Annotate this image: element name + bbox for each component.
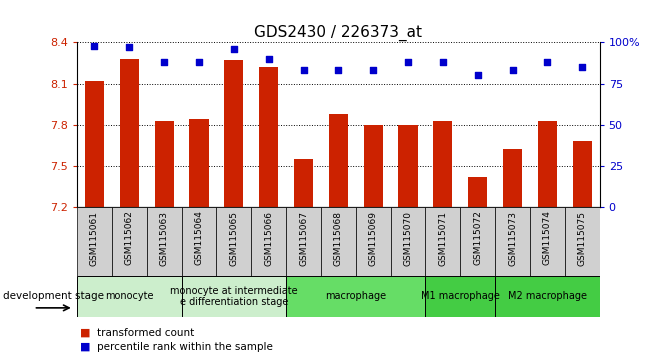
Bar: [468, 177, 487, 207]
Bar: [286, 207, 321, 276]
Text: GSM115063: GSM115063: [159, 211, 169, 266]
Text: GSM115065: GSM115065: [229, 211, 239, 266]
Text: development stage: development stage: [3, 291, 105, 302]
Bar: [364, 125, 383, 207]
Bar: [399, 125, 417, 207]
Bar: [321, 207, 356, 276]
Text: GSM115069: GSM115069: [369, 211, 378, 266]
Point: [542, 59, 553, 65]
Bar: [155, 121, 174, 207]
Bar: [224, 60, 243, 207]
Bar: [538, 121, 557, 207]
Point: [263, 56, 274, 62]
Text: percentile rank within the sample: percentile rank within the sample: [97, 342, 273, 352]
Bar: [85, 81, 104, 207]
Bar: [147, 207, 182, 276]
Point: [228, 46, 239, 52]
Text: ■: ■: [80, 342, 91, 352]
Point: [124, 45, 135, 50]
Bar: [77, 207, 112, 276]
Bar: [294, 159, 313, 207]
Text: GSM115075: GSM115075: [578, 211, 587, 266]
Text: M2 macrophage: M2 macrophage: [508, 291, 587, 302]
Point: [577, 64, 588, 70]
Bar: [182, 207, 216, 276]
Bar: [425, 276, 495, 317]
Bar: [503, 149, 522, 207]
Text: transformed count: transformed count: [97, 328, 194, 338]
Bar: [190, 119, 208, 207]
Bar: [433, 121, 452, 207]
Point: [403, 59, 413, 65]
Text: GSM115064: GSM115064: [194, 211, 204, 266]
Point: [159, 59, 170, 65]
Bar: [495, 207, 530, 276]
Text: GSM115066: GSM115066: [264, 211, 273, 266]
Text: GSM115074: GSM115074: [543, 211, 552, 266]
Text: macrophage: macrophage: [325, 291, 387, 302]
Point: [368, 68, 379, 73]
Bar: [182, 276, 286, 317]
Text: GSM115067: GSM115067: [299, 211, 308, 266]
Text: GSM115061: GSM115061: [90, 211, 99, 266]
Text: monocyte: monocyte: [105, 291, 153, 302]
Text: ■: ■: [80, 328, 91, 338]
Text: GSM115071: GSM115071: [438, 211, 448, 266]
Text: GSM115062: GSM115062: [125, 211, 134, 266]
Point: [298, 68, 309, 73]
Bar: [259, 67, 278, 207]
Bar: [356, 207, 391, 276]
Bar: [495, 276, 600, 317]
Bar: [329, 114, 348, 207]
Bar: [112, 207, 147, 276]
Title: GDS2430 / 226373_at: GDS2430 / 226373_at: [255, 25, 422, 41]
Bar: [573, 141, 592, 207]
Text: monocyte at intermediate
e differentiation stage: monocyte at intermediate e differentiati…: [170, 286, 297, 307]
Bar: [565, 207, 600, 276]
Point: [333, 68, 344, 73]
Bar: [77, 276, 182, 317]
Point: [472, 73, 483, 78]
Bar: [120, 59, 139, 207]
Point: [438, 59, 448, 65]
Bar: [286, 276, 425, 317]
Bar: [391, 207, 425, 276]
Point: [194, 59, 204, 65]
Bar: [530, 207, 565, 276]
Point: [507, 68, 518, 73]
Bar: [425, 207, 460, 276]
Text: GSM115068: GSM115068: [334, 211, 343, 266]
Point: [89, 43, 100, 48]
Bar: [216, 207, 251, 276]
Text: GSM115070: GSM115070: [403, 211, 413, 266]
Bar: [251, 207, 286, 276]
Text: GSM115072: GSM115072: [473, 211, 482, 266]
Text: M1 macrophage: M1 macrophage: [421, 291, 500, 302]
Text: GSM115073: GSM115073: [508, 211, 517, 266]
Bar: [460, 207, 495, 276]
